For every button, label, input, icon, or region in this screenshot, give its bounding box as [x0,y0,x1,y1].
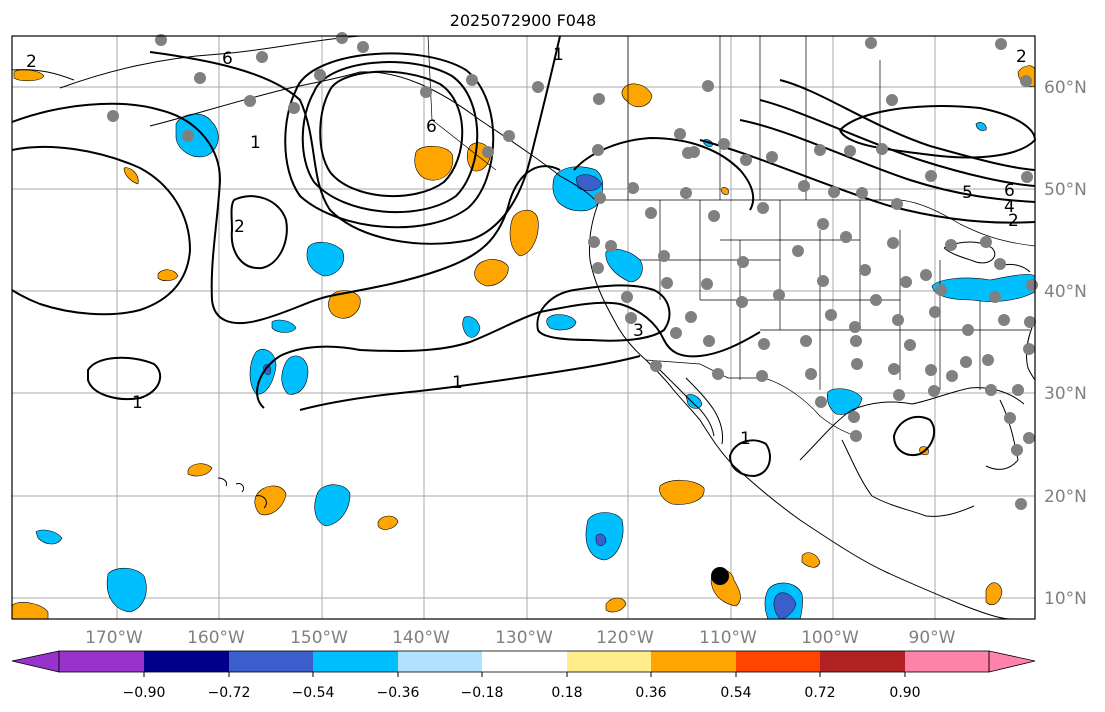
colorbar-bin [651,651,736,672]
contour-label: 2 [26,52,37,72]
contour-label: 2 [1008,211,1019,231]
positive-anomaly-fills [11,65,1036,620]
colorbar-bin [229,651,313,672]
contour-low-center [319,70,464,198]
colorbar-tick-label: −0.90 [123,685,166,701]
contour-label: 2 [234,217,245,237]
colorbar-tick-label: −0.18 [461,685,504,701]
colorbar-bin [567,651,651,672]
lon-label: 110°W [699,628,757,648]
contour-east-jet-4 [739,119,1036,203]
contour-east-jet-5 [759,99,1036,187]
contour-label: 1 [553,45,564,65]
lon-label: 90°W [909,628,956,648]
lon-label: 150°W [290,628,348,648]
colorbar-tick-label: 0.90 [889,685,920,701]
colorbar-bin [144,651,229,672]
contour-label: 6 [222,49,233,69]
negative-anomaly-fills [35,113,1036,620]
contour-1-south [299,355,641,411]
colorbar-tick-label: −0.72 [208,685,251,701]
contour-east-jet-6 [779,79,1036,171]
colorbar: −0.90 −0.72 −0.54 −0.36 −0.18 0.18 0.36 … [11,650,1036,701]
map-background [12,36,1035,619]
contour-2-inner [230,195,288,270]
contour-label: 1 [740,429,751,449]
storm-marker [711,567,729,585]
contour-1-mexico [728,439,771,478]
contour-east-jet-2 [699,139,1036,224]
colorbar-bin [905,651,989,672]
us-state-lines [640,200,1030,390]
contour-1-west-small [87,356,162,400]
east-coast [1025,319,1036,381]
colorbar-tick-label: 0.18 [551,685,582,701]
longitude-labels: 170°W 160°W 150°W 140°W 130°W 120°W 110°… [85,628,956,648]
contour-label: 3 [633,321,644,341]
colorbar-bin [313,651,398,672]
contour-label-group: 2 6 6 2 1 3 1 1 1 5 6 4 2 2 1 [26,45,1027,449]
contour-label: 1 [452,373,463,393]
lat-label: 40°N [1044,282,1087,302]
contour-label: 5 [962,183,973,203]
lat-label: 50°N [1044,180,1087,200]
contour-low-ring-3 [284,52,495,229]
lat-label: 20°N [1044,487,1087,507]
lon-label: 170°W [85,628,143,648]
hawaii [217,477,267,509]
colorbar-tick-label: 0.54 [720,685,751,701]
colorbar-min-extend [11,650,60,673]
contour-1-gulf [892,415,936,456]
colorbar-tick-label: −0.36 [377,685,420,701]
contour-label: 2 [1016,47,1027,67]
lat-label: 30°N [1044,384,1087,404]
colorbar-tick-label: 0.72 [804,685,835,701]
contour-label: 1 [250,133,261,153]
lon-label: 140°W [392,628,450,648]
colorbar-bin [398,651,482,672]
canada-province-lines [627,36,881,200]
lon-label: 160°W [187,628,245,648]
baja-coast [659,369,723,445]
lon-label: 120°W [596,628,654,648]
colorbar-bin [482,651,567,672]
colorbar-tick-label: −0.54 [292,685,335,701]
latitude-labels: 60°N 50°N 40°N 30°N 20°N 10°N [1044,78,1087,609]
colorbar-frame [58,650,990,673]
colorbar-tick-label: 0.36 [635,685,666,701]
contour-west-loop [11,145,192,316]
map-title: 2025072900 F048 [450,11,597,30]
colorbar-bin [820,651,905,672]
lon-label: 100°W [801,628,859,648]
colorbar-max-extend [988,650,1036,673]
contour-lines [11,35,1037,478]
contour-low-ring-2 [301,61,479,214]
lat-label: 10°N [1044,589,1087,609]
us-canada-border [598,199,1036,247]
contour-label: 6 [1004,181,1015,201]
contour-3-pocket [536,284,671,342]
contour-label: 1 [132,393,143,413]
contour-label: 4 [1004,197,1015,217]
lon-label: 130°W [495,628,553,648]
contour-2-west [11,102,561,325]
colorbar-bin [736,651,820,672]
contour-label: 6 [426,117,437,137]
contour-great-basin [573,136,755,211]
west-coast [589,203,1011,620]
colorbar-ticks [143,672,906,677]
map-panel: 2 6 6 2 1 3 1 1 1 5 6 4 2 2 1 [11,32,1038,620]
map-frame [11,35,1036,620]
contour-arc-north [149,35,561,245]
alaska-canada-border [427,35,497,171]
lat-label: 60°N [1044,78,1087,98]
contour-1-central [256,301,761,409]
station-dots [107,32,1038,510]
colorbar-bin [59,651,144,672]
